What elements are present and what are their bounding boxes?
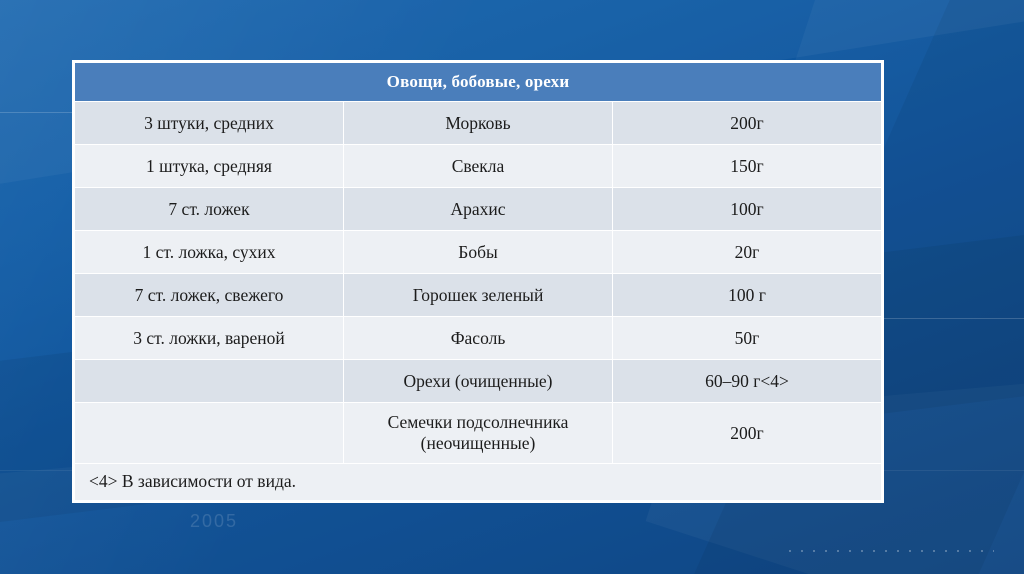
cell-mass: 20г xyxy=(612,230,882,274)
cell-mass: 100г xyxy=(612,187,882,231)
table-row: 3 штуки, средних Морковь 200г xyxy=(74,101,882,145)
decorative-line-right xyxy=(884,318,1024,319)
table-footnote: <4> В зависимости от вида. xyxy=(74,463,882,501)
table-header-row: Овощи, бобовые, орехи xyxy=(74,62,882,102)
cell-mass: 60–90 г<4> xyxy=(612,359,882,403)
table-row: Семечки подсолнечника (неочищенные) 200г xyxy=(74,402,882,464)
cell-amount xyxy=(74,359,344,403)
cell-product: Арахис xyxy=(343,187,613,231)
cell-amount: 1 ст. ложка, сухих xyxy=(74,230,344,274)
cell-product-line2: (неочищенные) xyxy=(420,433,536,453)
table-row: 1 штука, средняя Свекла 150г xyxy=(74,144,882,188)
cell-amount: 7 ст. ложек, свежего xyxy=(74,273,344,317)
cell-amount: 7 ст. ложек xyxy=(74,187,344,231)
table-title: Овощи, бобовые, орехи xyxy=(74,62,882,102)
table-footnote-row: <4> В зависимости от вида. xyxy=(74,463,882,501)
table-row: 3 ст. ложки, вареной Фасоль 50г xyxy=(74,316,882,360)
cell-mass: 100 г xyxy=(612,273,882,317)
cell-amount: 1 штука, средняя xyxy=(74,144,344,188)
cell-product: Бобы xyxy=(343,230,613,274)
cell-mass: 50г xyxy=(612,316,882,360)
cell-product: Орехи (очищенные) xyxy=(343,359,613,403)
decorative-dot-grid xyxy=(784,546,994,556)
cell-amount xyxy=(74,402,344,464)
table-row: 7 ст. ложек, свежего Горошек зеленый 100… xyxy=(74,273,882,317)
cell-amount: 3 ст. ложки, вареной xyxy=(74,316,344,360)
table-body: 3 штуки, средних Морковь 200г 1 штука, с… xyxy=(74,101,882,501)
cell-mass: 150г xyxy=(612,144,882,188)
table-row: Орехи (очищенные) 60–90 г<4> xyxy=(74,359,882,403)
decorative-number: 2005 xyxy=(190,511,239,531)
cell-product: Морковь xyxy=(343,101,613,145)
cell-amount: 3 штуки, средних xyxy=(74,101,344,145)
cell-product: Семечки подсолнечника (неочищенные) xyxy=(343,402,613,464)
cell-product: Фасоль xyxy=(343,316,613,360)
cell-mass: 200г xyxy=(612,101,882,145)
nutrition-table-container: Овощи, бобовые, орехи 3 штуки, средних М… xyxy=(72,60,884,503)
cell-product: Свекла xyxy=(343,144,613,188)
cell-product: Горошек зеленый xyxy=(343,273,613,317)
decorative-line-left xyxy=(0,112,72,113)
cell-product-line1: Семечки подсолнечника xyxy=(387,412,569,433)
cell-mass: 200г xyxy=(612,402,882,464)
table-row: 7 ст. ложек Арахис 100г xyxy=(74,187,882,231)
table-header: Овощи, бобовые, орехи xyxy=(74,62,882,102)
table-row: 1 ст. ложка, сухих Бобы 20г xyxy=(74,230,882,274)
nutrition-table: Овощи, бобовые, орехи 3 штуки, средних М… xyxy=(74,62,882,501)
